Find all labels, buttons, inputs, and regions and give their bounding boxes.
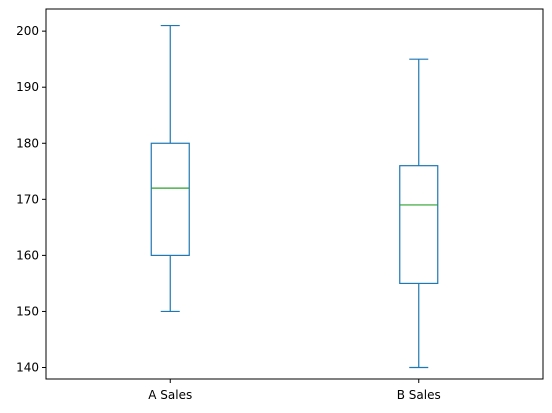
y-tick-label: 200	[16, 24, 39, 38]
plot-area	[46, 9, 543, 379]
x-tick-label: B Sales	[397, 388, 441, 402]
box-a-sales	[150, 24, 190, 313]
y-tick-label: 140	[16, 361, 39, 375]
y-tick-label: 180	[16, 136, 39, 150]
y-tick-label: 150	[16, 304, 39, 318]
iqr-box	[150, 142, 190, 256]
iqr-box	[399, 165, 439, 285]
y-tick-label: 160	[16, 248, 39, 262]
x-tick-label: A Sales	[148, 388, 192, 402]
y-tick-label: 170	[16, 192, 39, 206]
box-b-sales	[399, 58, 439, 369]
y-tick-label: 190	[16, 80, 39, 94]
axes-frame	[45, 8, 544, 380]
